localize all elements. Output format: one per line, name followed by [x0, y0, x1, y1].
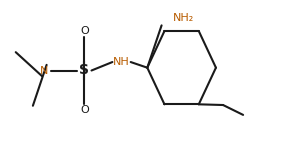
- Text: N: N: [40, 66, 49, 75]
- Text: NH₂: NH₂: [173, 13, 194, 23]
- Text: S: S: [80, 63, 89, 78]
- Text: NH: NH: [113, 57, 130, 67]
- Text: O: O: [80, 26, 89, 36]
- Text: O: O: [80, 105, 89, 115]
